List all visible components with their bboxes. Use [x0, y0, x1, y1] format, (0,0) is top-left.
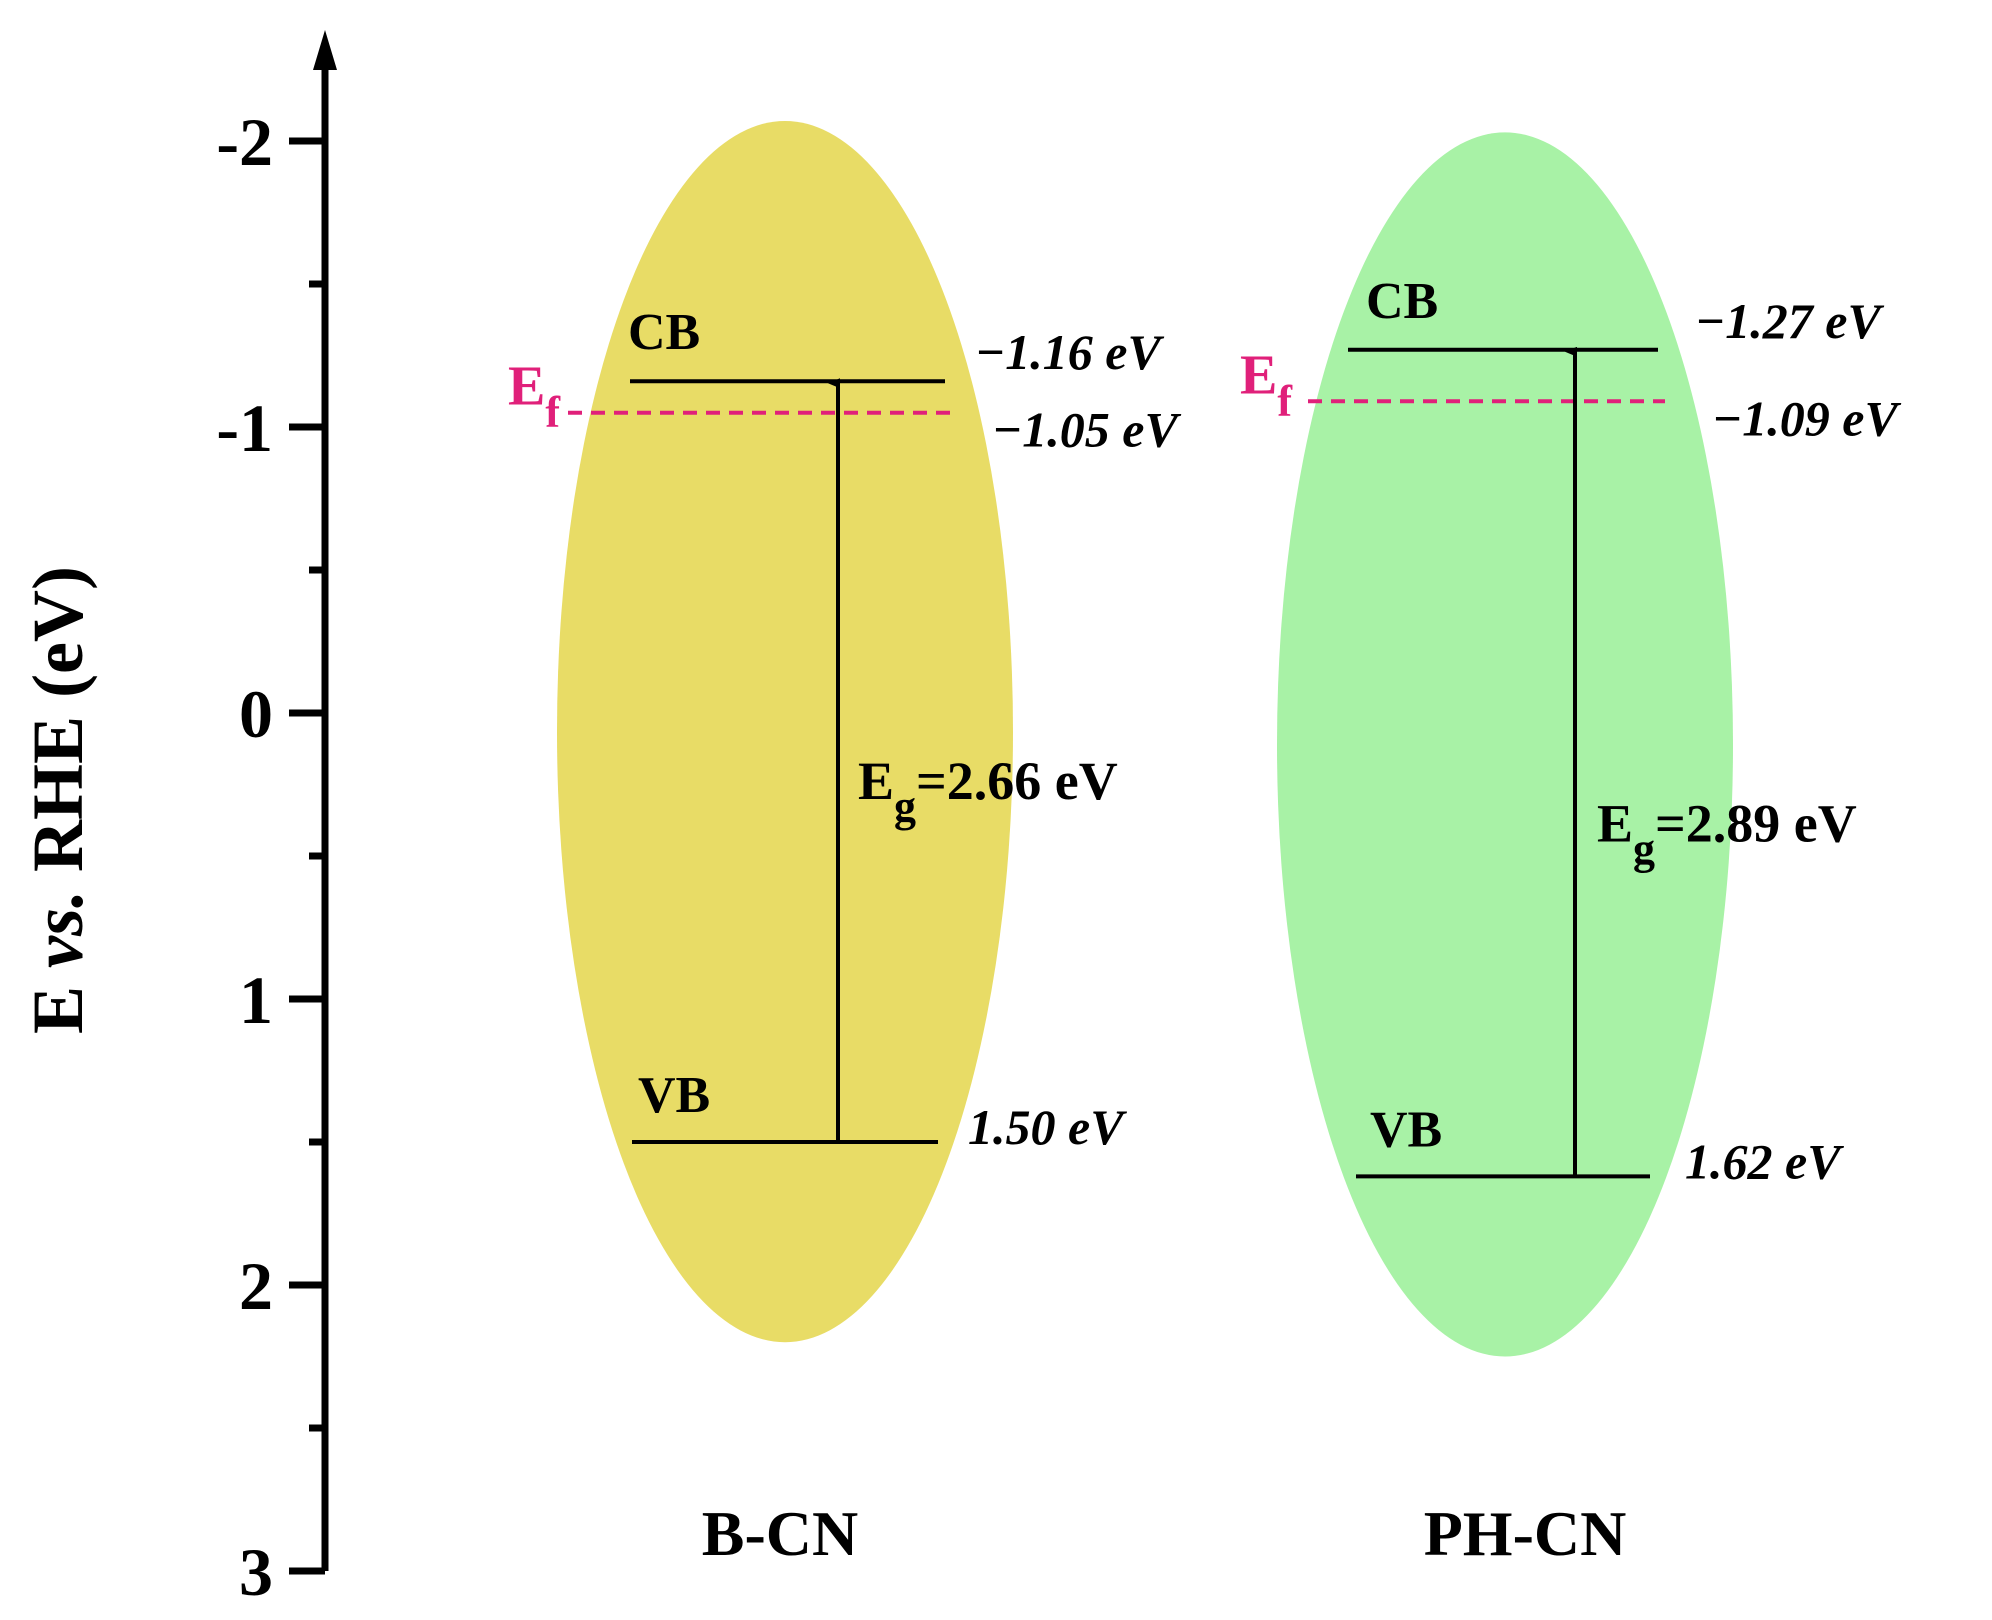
b-cn-vb-label: VB — [638, 1067, 710, 1124]
y-tick-label: 3 — [239, 1534, 273, 1610]
b-cn-cb-value: −1.16 eV — [975, 324, 1164, 380]
b-cn-eg-label: Eg=2.66 eV — [858, 751, 1118, 831]
b-cn-ellipse — [557, 120, 1013, 1343]
ph-cn-eg-label: Eg=2.89 eV — [1597, 794, 1857, 874]
ph-cn-cb-value: −1.27 eV — [1695, 293, 1884, 349]
ph-cn-ellipse — [1277, 132, 1733, 1357]
ph-cn-ef-value: −1.09 eV — [1712, 390, 1901, 446]
ph-cn-vb-label: VB — [1370, 1101, 1442, 1158]
y-tick-label: -1 — [216, 390, 273, 466]
y-axis-label: E vs. RHE (eV) — [18, 566, 98, 1034]
b-cn-cb-label: CB — [628, 304, 700, 361]
y-axis-arrowhead — [313, 30, 337, 70]
y-tick-label: 0 — [239, 676, 273, 752]
sample-ellipses — [557, 120, 1733, 1357]
y-axis: -2 -1 0 1 2 3 — [216, 30, 337, 1610]
y-tick-label: 2 — [239, 1248, 273, 1324]
ph-cn-cb-label: CB — [1366, 273, 1438, 330]
b-cn-ef-symbol: Ef — [508, 356, 561, 437]
energy-levels: CB VB −1.16 eV −1.05 eV 1.50 eV Ef Eg=2.66 eV B… — [508, 273, 1901, 1569]
ph-cn-ef-symbol: Ef — [1240, 344, 1293, 425]
b-cn-ef-value: −1.05 eV — [992, 402, 1181, 458]
ph-cn-sample-label: PH-CN — [1424, 1498, 1627, 1569]
b-cn-vb-value: 1.50 eV — [968, 1099, 1127, 1155]
y-tick-label: 1 — [239, 962, 273, 1038]
b-cn-sample-label: B-CN — [702, 1498, 858, 1569]
y-tick-label: -2 — [216, 104, 273, 180]
ph-cn-vb-value: 1.62 eV — [1685, 1133, 1844, 1189]
